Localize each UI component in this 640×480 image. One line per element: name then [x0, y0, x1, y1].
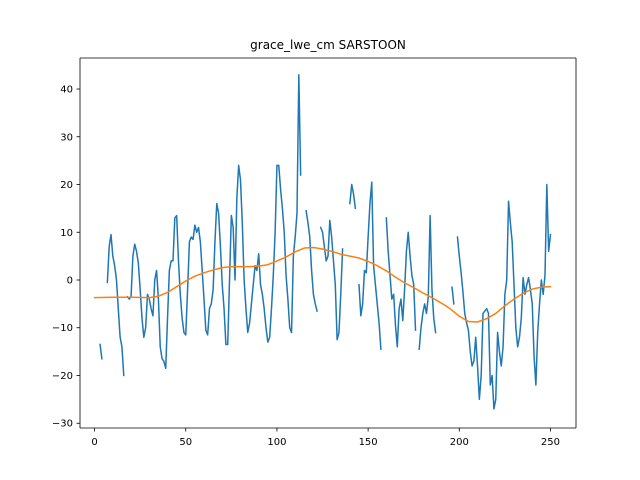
x-tick-label-50: 50	[179, 437, 192, 448]
y-tick-label-40: 40	[60, 85, 73, 96]
series-0-segment-8	[418, 214, 437, 351]
series-0-segment-9	[451, 286, 455, 305]
x-tick-label-100: 100	[267, 437, 286, 448]
series-0-segment-6	[358, 181, 382, 351]
y-tick-label-10: 10	[60, 228, 73, 239]
y-tick-label--30: −30	[52, 419, 73, 430]
y-tick-label-0: 0	[67, 276, 73, 287]
series-0-segment-3	[305, 209, 318, 312]
series-0-segment-5	[349, 183, 357, 210]
chart-title: grace_lwe_cm SARSTOON	[250, 38, 406, 52]
x-tick-label-250: 250	[541, 437, 560, 448]
series-1-segment-0	[93, 246, 552, 323]
series-0-segment-7	[385, 217, 417, 348]
series-0-segment-2	[126, 73, 302, 370]
axes-layer: 0 50 100 150 200 250 −30 −20 −10 0 10 20 30 40	[52, 57, 577, 448]
x-tick-label-200: 200	[450, 437, 469, 448]
y-tick-label-20: 20	[60, 180, 73, 191]
series-0-segment-0	[99, 343, 103, 360]
y-tick-label--10: −10	[52, 323, 73, 334]
series-0-segment-4	[319, 219, 344, 341]
x-tick-label-150: 150	[359, 437, 378, 448]
series-layer	[93, 73, 552, 410]
x-tick-label-0: 0	[91, 437, 97, 448]
y-tick-label-30: 30	[60, 132, 73, 143]
y-tick-label--20: −20	[52, 371, 73, 382]
series-0-segment-1	[106, 233, 125, 377]
series-0-segment-10	[456, 183, 552, 410]
